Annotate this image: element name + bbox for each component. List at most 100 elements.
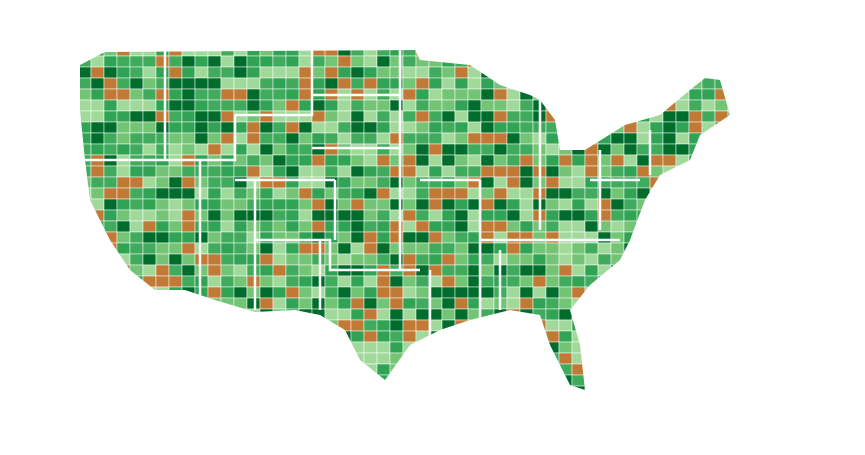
county [90, 253, 105, 266]
county [714, 99, 729, 112]
county [350, 55, 365, 68]
county [597, 330, 612, 343]
county [675, 154, 690, 167]
county [493, 143, 508, 156]
county [246, 231, 261, 244]
county [428, 154, 443, 167]
county [480, 110, 495, 123]
county [571, 330, 586, 343]
county [298, 209, 313, 222]
county [194, 385, 209, 390]
county [220, 176, 235, 189]
county [298, 55, 313, 68]
county [80, 66, 92, 79]
county [194, 297, 209, 310]
county [714, 88, 729, 101]
county [714, 50, 729, 57]
county [454, 242, 469, 255]
county [220, 99, 235, 112]
county [701, 110, 716, 123]
county [454, 308, 469, 321]
county [506, 50, 521, 57]
county [441, 231, 456, 244]
county [90, 352, 105, 365]
county [116, 88, 131, 101]
county [350, 231, 365, 244]
county [207, 50, 222, 57]
county [454, 88, 469, 101]
county [272, 198, 287, 211]
county [688, 297, 703, 310]
county [571, 176, 586, 189]
county [480, 363, 495, 376]
county [519, 286, 534, 299]
county [259, 374, 274, 387]
county [610, 176, 625, 189]
county [636, 66, 651, 79]
county [311, 50, 326, 57]
county [90, 121, 105, 134]
county [584, 352, 599, 365]
county [558, 330, 573, 343]
county [363, 286, 378, 299]
county [350, 110, 365, 123]
county [376, 352, 391, 365]
county [80, 132, 92, 145]
county [675, 198, 690, 211]
county [519, 121, 534, 134]
county [168, 88, 183, 101]
county [207, 176, 222, 189]
county [363, 220, 378, 233]
county [558, 253, 573, 266]
county [454, 385, 469, 390]
county [272, 297, 287, 310]
county [545, 220, 560, 233]
county [623, 308, 638, 321]
county [558, 77, 573, 90]
county [207, 88, 222, 101]
county [363, 308, 378, 321]
county [80, 231, 92, 244]
county [350, 220, 365, 233]
county [584, 50, 599, 57]
county [285, 242, 300, 255]
county [337, 121, 352, 134]
county [662, 77, 677, 90]
county [363, 341, 378, 354]
county [142, 308, 157, 321]
county [610, 319, 625, 332]
county [662, 187, 677, 200]
county [285, 308, 300, 321]
county [519, 209, 534, 222]
county [285, 385, 300, 390]
county [688, 231, 703, 244]
county [701, 165, 716, 178]
county [506, 132, 521, 145]
county [129, 132, 144, 145]
county [246, 88, 261, 101]
county [454, 132, 469, 145]
county [675, 165, 690, 178]
county [415, 110, 430, 123]
county [519, 231, 534, 244]
county [545, 50, 560, 57]
county [688, 121, 703, 134]
county [233, 242, 248, 255]
county [610, 330, 625, 343]
county [441, 319, 456, 332]
county [337, 319, 352, 332]
county [129, 297, 144, 310]
county [610, 154, 625, 167]
county [493, 352, 508, 365]
county [142, 363, 157, 376]
county [350, 143, 365, 156]
county [337, 286, 352, 299]
county [285, 352, 300, 365]
county [571, 319, 586, 332]
county [415, 99, 430, 112]
county [376, 77, 391, 90]
county [363, 231, 378, 244]
county [597, 308, 612, 321]
county [493, 330, 508, 343]
county [129, 220, 144, 233]
